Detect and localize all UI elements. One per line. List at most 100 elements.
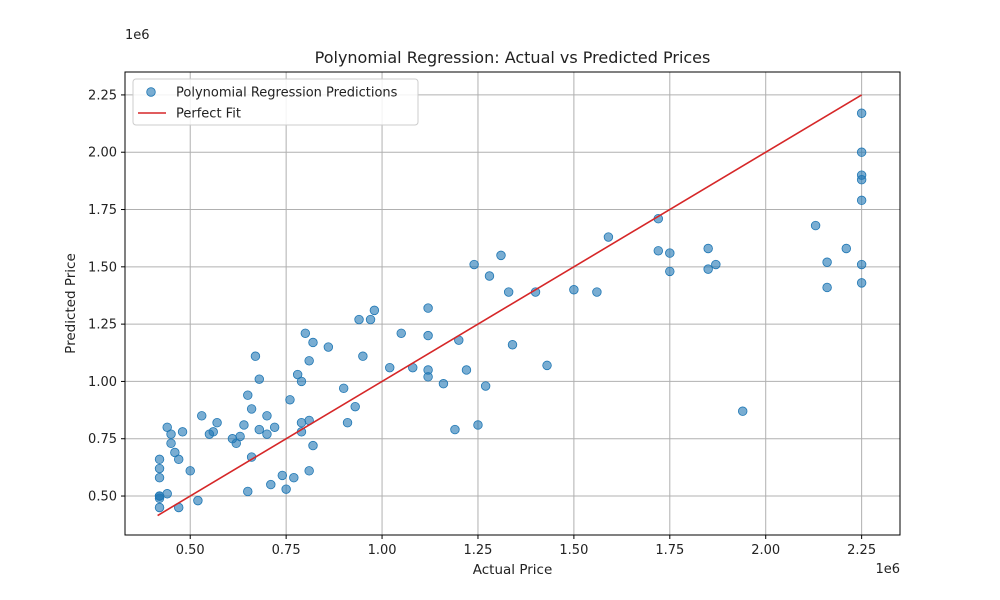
scatter-point (856, 259, 867, 270)
scatter-point (484, 271, 495, 281)
scatter-point (450, 424, 460, 435)
scatter-point (289, 472, 299, 483)
scatter-point (154, 493, 165, 504)
scatter-point (269, 422, 280, 432)
scatter-point (246, 404, 257, 414)
x-tick-label: 0.75 (272, 543, 301, 558)
scatter-point (154, 472, 165, 483)
scatter-point (461, 365, 472, 375)
y-tick-label: 2.00 (88, 146, 117, 161)
x-tick-label: 2.00 (751, 543, 780, 558)
scatter-point (304, 356, 314, 366)
y-tick-label: 1.00 (88, 375, 117, 390)
scatter-point (507, 340, 518, 350)
scatter-point (423, 303, 433, 313)
scatter-point (473, 420, 483, 430)
scatter-point (285, 395, 295, 405)
chart-title: Polynomial Regression: Actual vs Predict… (315, 48, 711, 67)
perfect-fit-line (157, 94, 863, 517)
x-tick-label: 1.25 (463, 543, 492, 558)
scatter-point (243, 486, 253, 497)
scatter-point (212, 417, 222, 428)
scatter-point (496, 250, 506, 261)
scatter-point (262, 411, 272, 421)
scatter-point (503, 287, 514, 297)
scatter-point (277, 470, 288, 481)
scatter-point (239, 420, 249, 430)
plot-frame (124, 71, 901, 536)
scatter-point (856, 278, 867, 288)
scatter-point (703, 264, 713, 274)
scatter-point (603, 232, 614, 242)
scatter-point (665, 248, 675, 258)
scatter-point (254, 374, 264, 384)
x-tick-label: 1.50 (559, 543, 588, 558)
scatter-point (254, 424, 264, 435)
x-tick-label: 0.50 (176, 543, 205, 558)
scatter-point (243, 390, 253, 400)
scatter-point (162, 489, 172, 499)
scatter-point (396, 328, 406, 338)
y-tick-label: 1.75 (88, 203, 117, 218)
scatter-point (822, 257, 832, 267)
scatter-point (703, 243, 713, 254)
scatter-point (856, 195, 867, 206)
scatter-point (385, 362, 395, 373)
legend-marker-scatter (146, 87, 156, 97)
scatter-point (174, 454, 184, 465)
scatter-point (262, 429, 272, 439)
scatter-point (354, 314, 364, 325)
grid-lines (125, 72, 900, 535)
scatter-point (841, 243, 851, 254)
y-axis-offset-label: 1e6 (125, 28, 150, 43)
scatter-point (193, 495, 203, 506)
y-tick-label: 1.50 (88, 260, 117, 275)
x-tick-label: 1.00 (368, 543, 397, 558)
scatter-point (592, 287, 602, 297)
scatter-point (711, 259, 721, 270)
scatter-point (342, 417, 353, 428)
plot-series (154, 94, 867, 517)
x-axis-offset-label: 1e6 (875, 562, 900, 577)
scatter-point (154, 454, 165, 465)
scatter-point (423, 330, 433, 341)
scatter-point (166, 438, 176, 449)
scatter-point (154, 463, 165, 474)
scatter-point (166, 429, 176, 439)
legend-label: Perfect Fit (176, 107, 241, 122)
scatter-point (304, 466, 314, 476)
scatter-point (542, 360, 552, 371)
legend: Polynomial Regression Predictions Perfect… (132, 78, 419, 126)
scatter-point (480, 381, 491, 391)
scatter-point (235, 431, 245, 442)
scatter-point (856, 108, 867, 118)
scatter-point (197, 411, 207, 421)
legend-label: Polynomial Regression Predictions (176, 86, 398, 101)
scatter-point (185, 466, 195, 476)
scatter-point (296, 376, 307, 387)
scatter-point (810, 220, 821, 231)
scatter-point (308, 337, 318, 348)
scatter-point (308, 440, 318, 451)
scatter-point (177, 427, 188, 437)
scatter-point (338, 383, 349, 394)
scatter-point (358, 351, 368, 361)
x-tick-label: 2.25 (847, 543, 876, 558)
scatter-point (323, 342, 334, 352)
scatter-point (365, 314, 376, 325)
axis-ticks: 0.50 0.75 1.00 1.25 1.50 1.75 2.00 2.25 0.50 0.75… (88, 88, 876, 558)
x-axis-label: Actual Price (473, 562, 553, 578)
y-tick-label: 0.75 (88, 432, 117, 447)
scatter-point (208, 427, 218, 437)
scatter-point (653, 246, 663, 256)
scatter-point (369, 305, 380, 316)
scatter-point (350, 401, 360, 412)
legend-box (132, 78, 419, 126)
y-tick-label: 0.50 (88, 490, 117, 505)
scatter-point (856, 175, 867, 185)
x-tick-label: 1.75 (655, 543, 684, 558)
y-tick-label: 1.25 (88, 318, 117, 333)
scatter-point (665, 266, 675, 277)
scatter-point (856, 147, 867, 157)
